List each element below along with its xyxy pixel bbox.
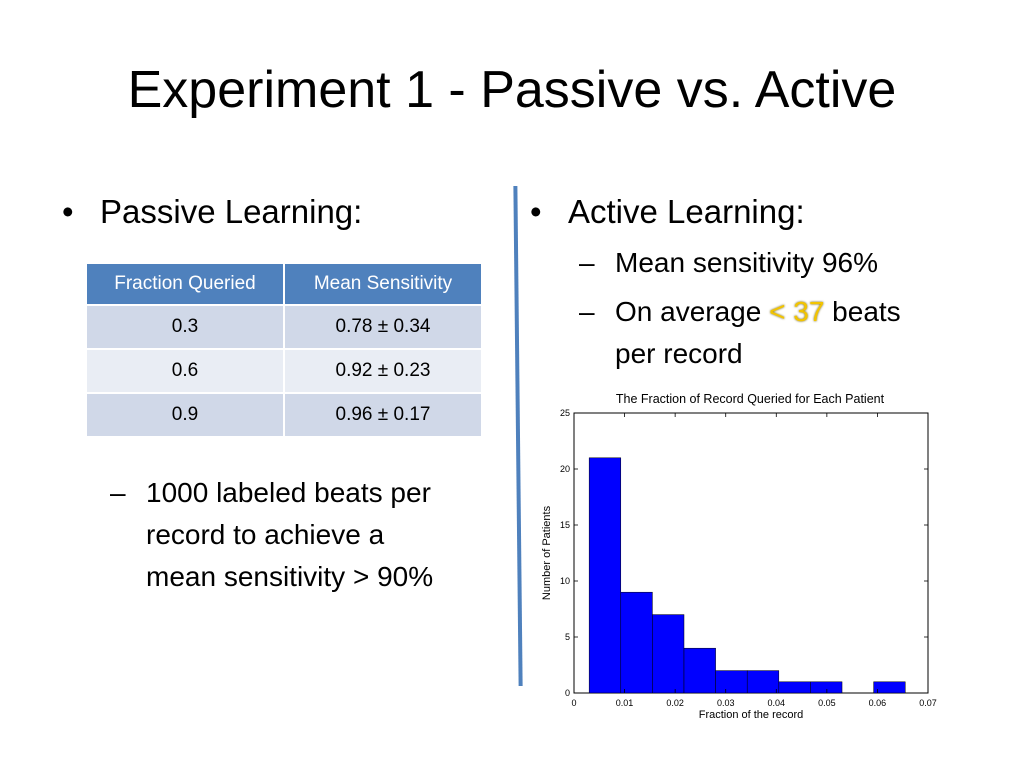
y-axis-ticks: 0 5 10 15 20 25 [560,408,928,698]
x-axis-label: Fraction of the record [699,709,804,721]
beats-text-line2: per record [615,338,743,369]
note-line: mean sensitivity > 90% [146,561,434,592]
histogram-bar [810,681,843,694]
histogram-bar [588,457,622,694]
beats-text-after: beats [832,296,901,327]
y-tick-label: 25 [560,408,570,418]
table-cell: 0.6 [87,348,285,393]
passive-learning-label: Passive Learning: [100,193,363,230]
dash-glyph: – [579,296,595,327]
x-tick-label: 0.07 [919,698,937,708]
header-fraction-queried: Fraction Queried [87,264,285,305]
active-learning-bullet: • Active Learning: [530,192,805,232]
fraction-queried-histogram: The Fraction of Record Queried for Each … [541,392,937,721]
x-tick-label: 0.03 [717,698,735,708]
y-tick-label: 0 [565,688,570,698]
x-tick-label: 0.04 [768,698,786,708]
histogram-bar [683,647,716,694]
passive-learning-note: – 1000 labeled beats per record to achie… [110,472,434,598]
passive-results-table: Fraction Queried Mean Sensitivity 0.3 0.… [87,264,481,436]
x-tick-label: 0.05 [818,698,836,708]
histogram-bar [873,681,906,694]
dash-glyph: – [110,477,126,508]
table-header-row: Fraction Queried Mean Sensitivity [87,264,481,305]
table-cell: 0.3 [87,304,285,349]
x-tick-label: 0 [571,698,576,708]
table-cell: 0.78 ± 0.34 [284,304,481,349]
histogram-bars [588,457,906,694]
dash-glyph: – [579,247,595,278]
table-row: 0.3 0.78 ± 0.34 [87,304,481,349]
histogram-bar [715,670,748,694]
table-cell: 0.92 ± 0.23 [284,348,481,393]
table-row: 0.6 0.92 ± 0.23 [87,348,481,393]
y-tick-label: 5 [565,632,570,642]
histogram-bar [652,614,685,694]
mean-sensitivity-text: Mean sensitivity 96% [615,247,879,278]
slide-title: Experiment 1 - Passive vs. Active [127,61,897,119]
y-axis-label: Number of Patients [541,505,553,600]
histogram-bar [746,670,780,694]
active-sub-beats: – On average < 37 beats per record [579,291,901,375]
table-cell: 0.9 [87,392,285,436]
x-tick-label: 0.01 [616,698,634,708]
bullet-glyph: • [530,193,542,230]
y-tick-label: 20 [560,464,570,474]
x-tick-label: 0.06 [869,698,887,708]
beats-highlight: < 37 [769,296,825,327]
column-divider [513,185,523,687]
note-line: 1000 labeled beats per [146,477,431,508]
beats-text-before: On average [615,296,762,327]
bullet-glyph: • [62,193,74,230]
table-row: 0.9 0.96 ± 0.17 [87,392,481,436]
header-mean-sensitivity: Mean Sensitivity [284,264,481,305]
histogram-bar [620,591,653,694]
x-tick-label: 0.02 [666,698,684,708]
note-line: record to achieve a [146,519,385,550]
passive-learning-bullet: • Passive Learning: [62,192,363,232]
x-axis-ticks: 0 0.01 0.02 0.03 0.04 0.05 0.06 0.07 [571,413,937,708]
y-tick-label: 15 [560,520,570,530]
table-cell: 0.96 ± 0.17 [284,392,481,436]
active-learning-label: Active Learning: [568,193,805,230]
histogram-bar [778,681,811,694]
chart-title: The Fraction of Record Queried for Each … [616,392,885,406]
active-sub-sensitivity: – Mean sensitivity 96% [579,242,879,284]
y-tick-label: 10 [560,576,570,586]
